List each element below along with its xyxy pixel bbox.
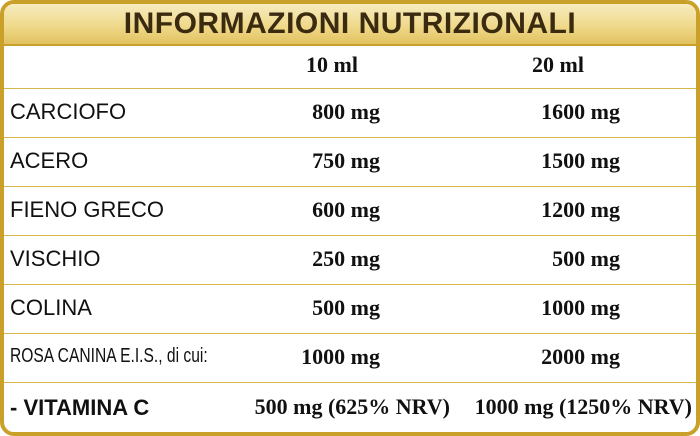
row-value-20ml: 500 mg	[552, 246, 620, 271]
row-label-colina: COLINA	[10, 295, 92, 320]
row-value-20ml: 1200 mg	[541, 197, 620, 222]
row-label-rosa-canina: ROSA CANINA E.I.S., di cui:	[10, 345, 208, 367]
row-label-vischio: VISCHIO	[10, 246, 101, 271]
row-value-20ml: 2000 mg	[541, 344, 620, 369]
row-divider	[4, 333, 696, 334]
row-value-20ml: 1000 mg	[541, 295, 620, 320]
row-value-10ml: 1000 mg	[301, 344, 380, 369]
table-header: INFORMAZIONI NUTRIZIONALI	[4, 4, 696, 46]
column-header-20ml: 20 ml	[532, 52, 584, 77]
row-value-20ml: 1500 mg	[541, 148, 620, 173]
column-header-10ml: 10 ml	[306, 52, 358, 77]
row-divider	[4, 382, 696, 383]
row-divider	[4, 284, 696, 285]
row-label-vitamina-c: - VITAMINA C	[10, 395, 150, 420]
row-label-carciofo: CARCIOFO	[10, 99, 127, 124]
row-value-10ml: 800 mg	[312, 99, 380, 124]
row-value-10ml: 750 mg	[312, 148, 380, 173]
row-divider	[4, 88, 696, 89]
row-value-10ml: 250 mg	[312, 246, 380, 271]
row-value-10ml: 500 mg	[312, 295, 380, 320]
row-value-20ml: 1600 mg	[541, 99, 620, 124]
row-divider	[4, 186, 696, 187]
row-value-10ml: 500 mg (625% NRV)	[254, 394, 450, 419]
row-value-10ml: 600 mg	[312, 197, 380, 222]
table-title: INFORMAZIONI NUTRIZIONALI	[123, 7, 577, 40]
row-label-fieno-greco: FIENO GRECO	[10, 197, 165, 222]
row-label-acero: ACERO	[10, 148, 89, 173]
row-divider	[4, 137, 696, 138]
row-divider	[4, 235, 696, 236]
row-value-20ml: 1000 mg (1250% NRV)	[474, 394, 692, 419]
